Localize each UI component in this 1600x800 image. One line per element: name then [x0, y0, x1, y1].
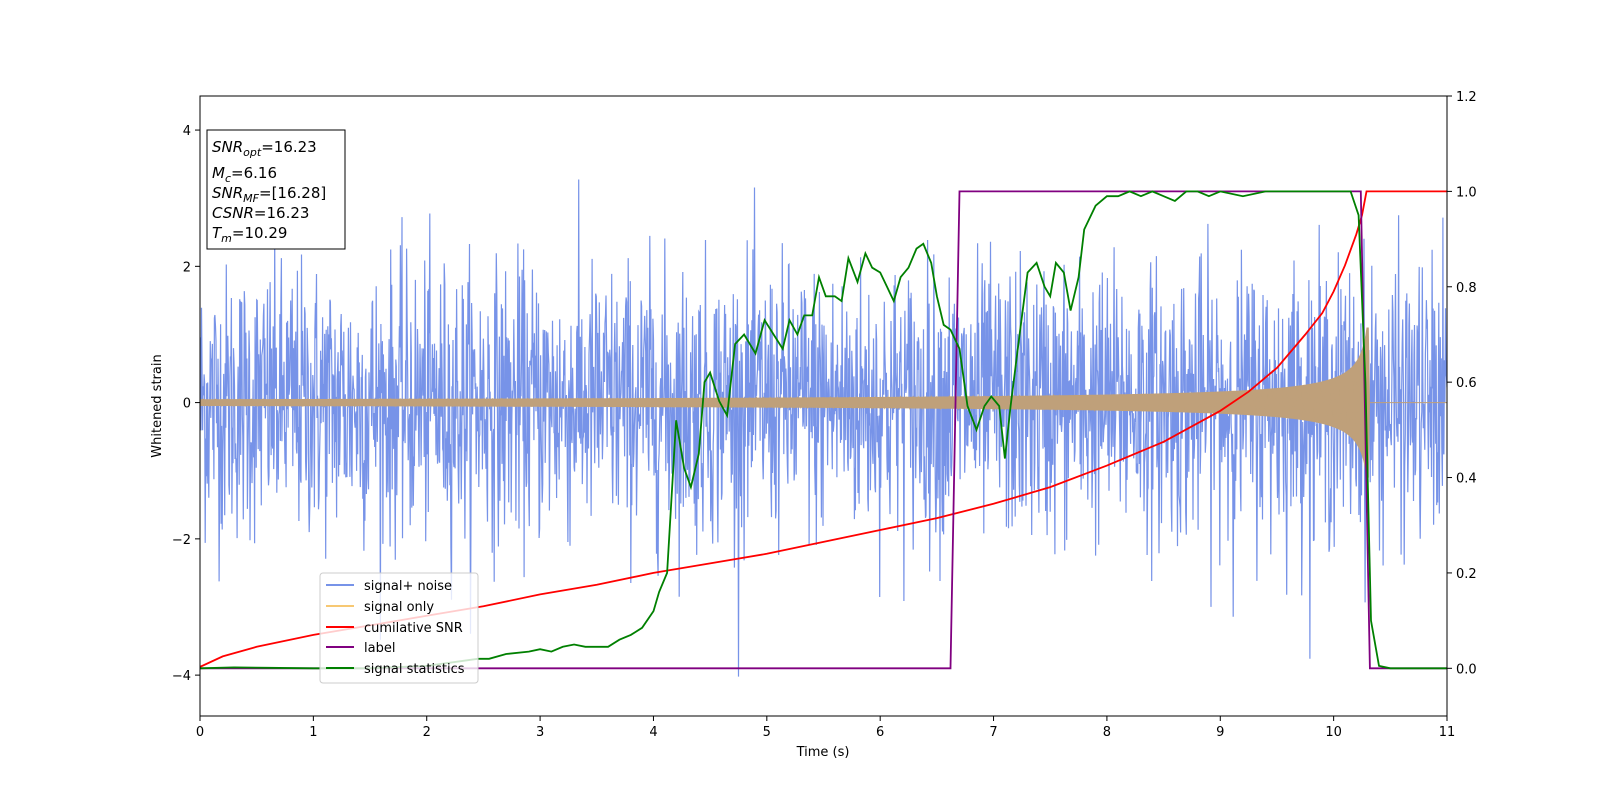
y-tick-label: 0: [183, 397, 191, 412]
x-tick-label: 8: [1103, 725, 1111, 740]
x-tick-label: 11: [1439, 725, 1456, 740]
y-axis-label: Whitened strain: [150, 354, 165, 457]
x-tick-label: 1: [309, 725, 317, 740]
y2-tick-label: 0.6: [1456, 376, 1477, 391]
x-tick-label: 3: [536, 725, 544, 740]
x-tick-label: 6: [876, 725, 884, 740]
x-tick-label: 10: [1325, 725, 1342, 740]
x-tick-label: 2: [423, 725, 431, 740]
y2-tick-label: 1.2: [1456, 90, 1477, 105]
y2-tick-label: 0.4: [1456, 472, 1477, 487]
y-axis-right-ticks: 0.0 0.2 0.4 0.6 0.8 1.0 1.2: [1447, 90, 1477, 677]
y2-tick-label: 0.0: [1456, 662, 1477, 677]
y-axis-left-ticks: −4 −2 0 2 4: [172, 124, 200, 684]
info-tm: Tm=10.29: [212, 224, 287, 245]
info-box: SNRopt=16.23 Mc=6.16 SNRMF=[16.28] CSNR=…: [206, 129, 346, 250]
series-signal-statistics-line: [200, 190, 1447, 670]
series-signal-only-line: [200, 347, 1447, 470]
x-tick-label: 9: [1216, 725, 1224, 740]
y2-tick-label: 0.2: [1456, 567, 1477, 582]
y-tick-label: −4: [172, 669, 191, 684]
axes-frame: [199, 95, 1448, 717]
info-csnr: CSNR=16.23: [212, 204, 309, 222]
info-snr-mf: SNRMF=[16.28]: [212, 184, 326, 205]
y2-tick-label: 0.8: [1456, 281, 1477, 296]
x-axis-ticks: 0 1 2 3 4 5 6 7 8 9 10 11: [196, 716, 1455, 740]
info-box-frame: [206, 129, 346, 250]
legend-label-cumulative-snr: cumilative SNR: [364, 621, 463, 636]
x-tick-label: 7: [989, 725, 997, 740]
y2-tick-label: 1.0: [1456, 185, 1477, 200]
info-mc: Mc=6.16: [212, 164, 277, 185]
legend-label-signal-statistics: signal statistics: [364, 662, 465, 677]
x-tick-label: 5: [763, 725, 771, 740]
legend-label-signal-plus-noise: signal+ noise: [364, 579, 452, 594]
y-tick-label: 4: [183, 124, 191, 139]
legend-label-signal-only: signal only: [364, 600, 434, 615]
legend-label-label: label: [364, 641, 395, 656]
y-tick-label: −2: [172, 533, 191, 548]
legend-frame: [319, 572, 479, 684]
x-tick-label: 0: [196, 725, 204, 740]
legend: signal+ noise signal only cumilative SNR…: [319, 572, 479, 684]
y-tick-label: 2: [183, 260, 191, 275]
info-snr-opt: SNRopt=16.23: [212, 138, 317, 159]
series-signal-only-envelope: [200, 327, 1447, 478]
x-tick-label: 4: [649, 725, 657, 740]
x-axis-label: Time (s): [796, 745, 850, 760]
series-label-line: [200, 190, 1447, 670]
